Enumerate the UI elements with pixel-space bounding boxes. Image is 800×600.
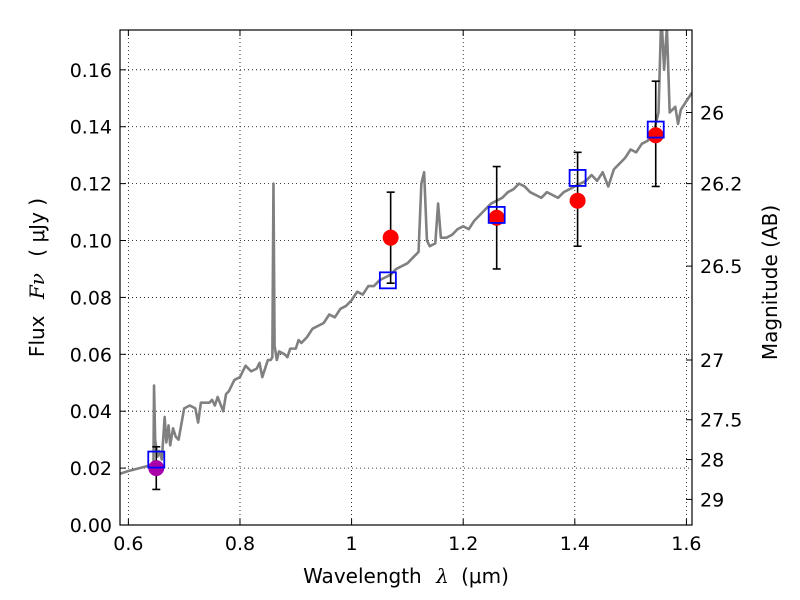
plot-frame	[119, 29, 693, 526]
spectrum-line	[120, 30, 692, 476]
model-photometry-square	[646, 120, 665, 139]
y-tick-label: 0.12	[70, 174, 112, 196]
model-photometry-square	[487, 206, 506, 224]
model-photometry-square	[378, 271, 397, 290]
grid-lines	[120, 30, 692, 526]
right-tick-label: 26.2	[700, 174, 742, 196]
right-tick-label: 26	[700, 103, 724, 125]
y-tick-label: 0.16	[70, 60, 112, 82]
y-tick-label: 0.06	[70, 344, 112, 366]
y-tick-label: 0.02	[70, 458, 112, 480]
observed-flux-point	[382, 229, 399, 246]
x-tick-label: 0.6	[113, 533, 143, 555]
y-tick-label: 0.04	[70, 401, 112, 423]
model-spectrum-series	[120, 30, 692, 476]
y-axis-label: Flux Fν ( μJy )	[25, 198, 49, 357]
observed-flux-point	[647, 127, 664, 144]
right-tick-label: 26.5	[700, 256, 742, 278]
x-axis-label: Wavelength λ (μm)	[303, 564, 509, 588]
x-tick-label: 1.6	[671, 533, 701, 555]
y-tick-label: 0.00	[70, 515, 112, 537]
y-tick-label: 0.08	[70, 287, 112, 309]
observed-flux-point	[569, 192, 586, 209]
x-tick-label: 1	[346, 533, 358, 555]
model-photometry-square	[568, 169, 587, 187]
x-tick-label: 0.8	[225, 533, 255, 555]
right-tick-label: 27	[700, 350, 724, 372]
x-tick-label: 1.4	[560, 533, 590, 555]
photometry-points	[147, 80, 665, 491]
axis-ticks: 0.6 0.8 1 1.2 1.4 1.6 0.00 0.02 0.04 0.06 0.08 0.10…	[70, 30, 742, 555]
right-tick-label: 29	[700, 489, 724, 511]
model-photometry-square	[147, 450, 166, 469]
x-tick-label: 1.2	[448, 533, 478, 555]
right-tick-label: 28	[700, 450, 724, 472]
y-tick-label: 0.10	[70, 231, 112, 253]
y-tick-label: 0.14	[70, 117, 112, 139]
y-axis-right-label: Magnitude (AB)	[758, 205, 782, 360]
right-tick-label: 27.5	[700, 410, 742, 432]
